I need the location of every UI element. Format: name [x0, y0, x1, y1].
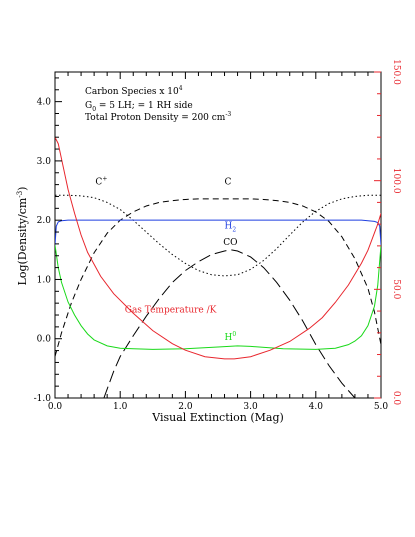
series-label-main: CO	[223, 238, 237, 248]
series-label-main: H	[225, 333, 233, 343]
annotation-radiation-field-g: G	[85, 101, 92, 111]
series-label: C	[225, 178, 232, 188]
series-label-main: C	[225, 178, 232, 188]
series-layer	[55, 136, 381, 398]
y2-tick-label: 150.0	[391, 59, 401, 85]
series-label: H2	[225, 221, 237, 233]
series-label: C+	[95, 176, 107, 188]
y-tick-label: 3.0	[37, 157, 52, 167]
y-tick-label: 2.0	[37, 216, 52, 226]
annotation-radiation-field-subscript: 0	[92, 106, 96, 113]
series-label: CO	[223, 238, 237, 248]
series-label-superscript: 0	[232, 331, 236, 338]
series-label-main: H	[225, 221, 233, 231]
annotation-carbon-scaling: Carbon Species x 104	[85, 85, 183, 97]
series-line-3	[55, 219, 381, 246]
y-tick-label: 4.0	[37, 98, 52, 108]
x-tick-label: 4.0	[309, 402, 324, 412]
y-axis: -1.0 0.0 1.0 2.0 3.0 4.0	[34, 77, 62, 404]
y-axis-label: Log(Density/cm-3)	[16, 187, 29, 286]
x-axis-label: Visual Extinction (Mag)	[151, 411, 284, 424]
y2-tick-label: 0.0	[391, 391, 401, 406]
y-axis-label-close: )	[16, 187, 29, 191]
annotation-proton-density-text: Total Proton Density = 200 cm	[85, 113, 226, 123]
annotation-radiation-field: G0 = 5 LH; = 1 RH side	[85, 101, 193, 113]
x-tick-label: 2.0	[178, 402, 193, 412]
x-tick-label: 1.0	[113, 402, 128, 412]
annotation-proton-density-exponent: -3	[225, 111, 231, 118]
series-line-0	[55, 194, 381, 277]
plot-frame	[54, 71, 382, 399]
series-label-subscript: 2	[232, 226, 236, 233]
series-label-superscript: +	[102, 176, 107, 183]
y-tick-label: 0.0	[37, 335, 52, 345]
y2-tick-label: 50.0	[391, 279, 401, 299]
x-tick-label: 3.0	[243, 402, 258, 412]
series-line-2	[103, 249, 356, 398]
right-y-axis: 0.0 50.0 100.0 150.0	[374, 59, 401, 405]
y-axis-label-main: Log(Density/cm	[16, 197, 29, 285]
series-label-main: Gas Temperature /K	[125, 306, 217, 316]
y2-tick-label: 100.0	[391, 168, 401, 194]
series-line-4	[55, 245, 381, 350]
series-line-1	[55, 198, 381, 357]
x-axis: 0.0 1.0 2.0 3.0 4.0 5.0	[48, 72, 389, 412]
annotation-proton-density: Total Proton Density = 200 cm-3	[85, 111, 231, 123]
x-tick-label: 5.0	[374, 402, 389, 412]
x-tick-label: 0.0	[48, 402, 63, 412]
annotation-carbon-scaling-exponent: 4	[179, 85, 183, 92]
series-label-main: C	[95, 178, 102, 188]
y-axis-label-exponent: -3	[16, 191, 24, 198]
y-tick-label: -1.0	[34, 394, 52, 404]
annotation-block: Carbon Species x 104 G0 = 5 LH; = 1 RH s…	[85, 85, 231, 123]
y-tick-label: 1.0	[37, 275, 52, 285]
annotation-carbon-scaling-text: Carbon Species x 10	[85, 87, 179, 97]
series-line-5	[55, 136, 381, 360]
series-label: H0	[225, 331, 237, 343]
annotation-radiation-field-text: = 5 LH; = 1 RH side	[96, 101, 193, 111]
series-label: Gas Temperature /K	[125, 306, 217, 316]
